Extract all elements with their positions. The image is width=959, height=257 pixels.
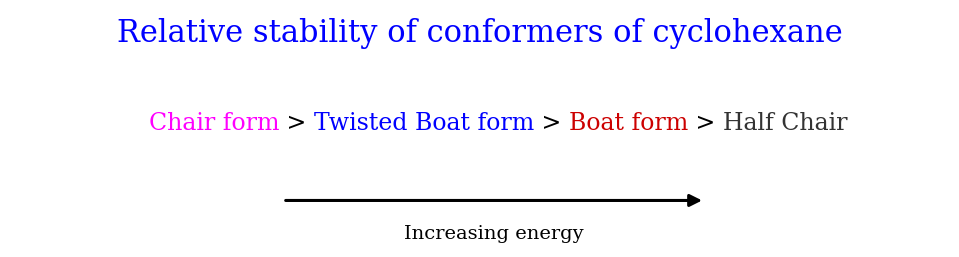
Text: >: >	[534, 112, 569, 135]
Text: Half Chair: Half Chair	[723, 112, 848, 135]
Text: Twisted Boat form: Twisted Boat form	[314, 112, 534, 135]
Text: Relative stability of conformers of cyclohexane: Relative stability of conformers of cycl…	[117, 18, 842, 49]
Text: Boat form: Boat form	[569, 112, 689, 135]
Text: Chair form: Chair form	[149, 112, 279, 135]
Text: >: >	[689, 112, 723, 135]
Text: >: >	[279, 112, 314, 135]
Text: Increasing energy: Increasing energy	[404, 225, 584, 243]
